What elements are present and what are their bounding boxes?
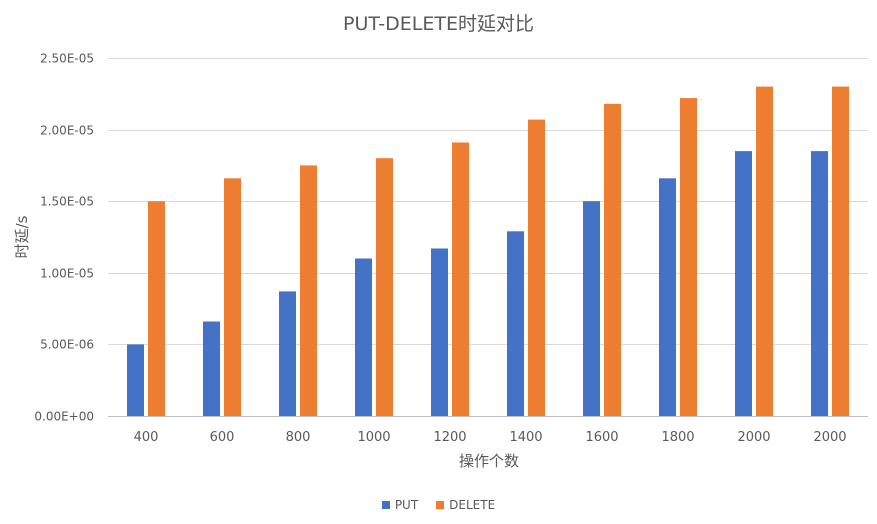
y-tick-label: 2.00E-05 xyxy=(40,124,94,138)
bar-delete xyxy=(756,86,773,416)
bar-put xyxy=(127,344,144,416)
x-tick-label: 1600 xyxy=(585,430,618,445)
legend-item-delete: DELETE xyxy=(436,498,495,512)
bar-delete xyxy=(452,142,469,416)
legend-label-put: PUT xyxy=(394,498,419,512)
bar-delete xyxy=(224,178,241,416)
y-tick-label: 1.00E-05 xyxy=(40,267,94,281)
y-tick-label: 0.00E+00 xyxy=(34,410,94,424)
x-axis-title: 操作个数 xyxy=(459,452,519,470)
x-tick-label: 2000 xyxy=(737,430,770,445)
x-tick-label: 2000 xyxy=(813,430,846,445)
bar-put xyxy=(583,201,600,416)
bar-put xyxy=(735,151,752,416)
bar-delete xyxy=(300,165,317,416)
bar-put xyxy=(279,291,296,416)
x-tick-label: 800 xyxy=(286,430,311,445)
legend-item-put: PUT xyxy=(381,498,419,512)
bar-delete xyxy=(680,98,697,416)
x-tick-label: 1800 xyxy=(661,430,694,445)
legend-swatch-delete xyxy=(436,501,445,509)
bar-put xyxy=(659,178,676,416)
x-tick-label: 1200 xyxy=(433,430,466,445)
y-tick-label: 5.00E-06 xyxy=(40,338,94,352)
tick-labels: 0.00E+00 5.00E-06 1.00E-05 1.50E-05 2.00E-05… xyxy=(34,52,846,446)
chart-legend: PUT DELETE xyxy=(0,498,877,512)
x-tick-label: 1000 xyxy=(357,430,390,445)
y-tick-label: 2.50E-05 xyxy=(40,52,94,66)
chart-title: PUT-DELETE时延对比 xyxy=(343,13,534,35)
bar-put xyxy=(431,248,448,416)
gridlines xyxy=(108,58,868,417)
x-tick-label: 400 xyxy=(134,430,159,445)
bar-delete xyxy=(148,201,165,416)
legend-swatch-put xyxy=(381,501,390,509)
bar-put xyxy=(203,321,220,416)
x-tick-label: 600 xyxy=(210,430,235,445)
bar-delete xyxy=(528,119,545,416)
x-tick-label: 1400 xyxy=(509,430,542,445)
bar-delete xyxy=(604,103,621,417)
y-tick-label: 1.50E-05 xyxy=(40,195,94,209)
bar-delete xyxy=(832,86,849,416)
bar-put xyxy=(355,258,372,416)
bar-put xyxy=(507,231,524,416)
bar-put xyxy=(811,151,828,416)
bars xyxy=(127,86,849,417)
y-axis-title: 时延/s xyxy=(13,215,31,258)
bar-delete xyxy=(376,158,393,416)
legend-label-delete: DELETE xyxy=(449,498,496,512)
